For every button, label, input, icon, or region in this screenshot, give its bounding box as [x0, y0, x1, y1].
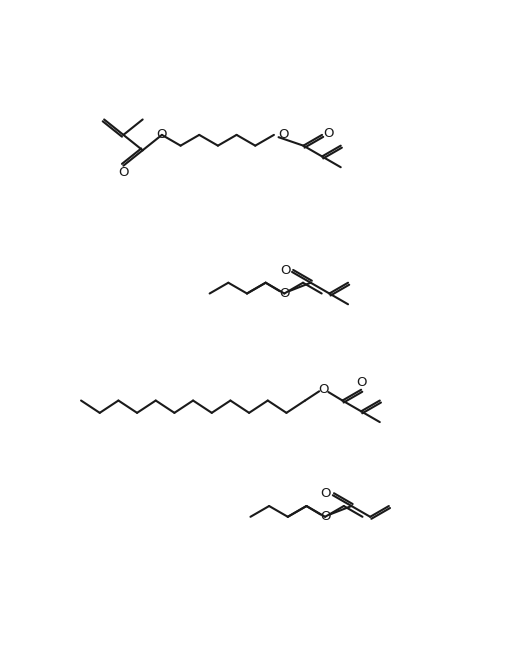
- Text: O: O: [157, 128, 167, 140]
- Text: O: O: [278, 128, 288, 142]
- Text: O: O: [324, 127, 334, 140]
- Text: O: O: [357, 376, 367, 389]
- Text: O: O: [320, 487, 331, 500]
- Text: O: O: [118, 166, 129, 179]
- Text: O: O: [280, 264, 290, 277]
- Text: O: O: [279, 287, 289, 300]
- Text: O: O: [320, 510, 330, 523]
- Text: O: O: [318, 383, 329, 397]
